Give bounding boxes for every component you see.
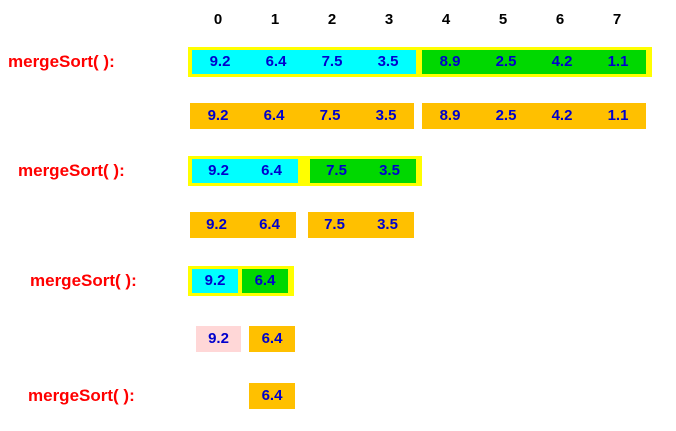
array-cell: 6.4 <box>261 162 282 179</box>
right-subarray: 6.4 <box>249 326 295 352</box>
left-subarray: 9.2 <box>196 326 241 352</box>
half-gap <box>298 171 310 172</box>
right-half-highlight: 8.9 2.5 4.2 1.1 <box>422 50 646 74</box>
array-cell: 6.4 <box>261 330 283 347</box>
array-cell: 3.5 <box>379 162 400 179</box>
array-cell: 7.5 <box>319 107 341 124</box>
column-index: 4 <box>441 11 451 28</box>
right-subarray: 7.5 3.5 <box>308 212 414 238</box>
array-cell: 7.5 <box>321 53 343 70</box>
array-row-subarrays-level0: 9.2 6.4 7.5 3.5 8.9 2.5 4.2 1.1 <box>190 103 646 129</box>
array-row-split-level0: 9.2 6.4 7.5 3.5 8.9 2.5 4.2 1.1 <box>188 47 652 77</box>
left-subarray: 9.2 6.4 <box>190 212 296 238</box>
array-cell: 3.5 <box>377 216 398 233</box>
array-cell: 6.4 <box>261 387 283 404</box>
array-cell: 6.4 <box>259 216 280 233</box>
array-cell: 4.2 <box>551 107 573 124</box>
array-cell: 8.9 <box>439 53 461 70</box>
array-cell: 8.9 <box>439 107 461 124</box>
array-cell: 7.5 <box>324 216 345 233</box>
array-cell: 4.2 <box>551 53 573 70</box>
column-index: 2 <box>327 11 337 28</box>
left-half-highlight: 9.2 <box>192 269 238 293</box>
array-cell: 9.2 <box>207 107 229 124</box>
array-row-split-level1: 9.2 6.4 7.5 3.5 <box>188 156 422 186</box>
left-subarray: 9.2 6.4 7.5 3.5 <box>190 103 414 129</box>
array-cell: 6.4 <box>263 107 285 124</box>
column-index: 5 <box>498 11 508 28</box>
left-half-highlight: 9.2 6.4 <box>192 159 298 183</box>
array-cell: 6.4 <box>254 272 276 289</box>
right-subarray: 8.9 2.5 4.2 1.1 <box>422 103 646 129</box>
right-half-highlight: 7.5 3.5 <box>310 159 416 183</box>
array-row-single-level3: 6.4 <box>249 383 295 409</box>
column-index: 7 <box>612 11 622 28</box>
array-cell: 9.2 <box>208 330 229 347</box>
subarray-gap <box>414 116 422 117</box>
mergesort-call-label: mergeSort( ): <box>30 271 137 290</box>
column-index: 3 <box>384 11 394 28</box>
array-cell: 1.1 <box>607 53 629 70</box>
subarray-gap <box>296 225 308 226</box>
mergesort-call-label: mergeSort( ): <box>18 161 125 180</box>
mergesort-call-label: mergeSort( ): <box>8 52 115 71</box>
subarray-gap <box>241 339 249 340</box>
array-row-subarrays-level2: 9.2 6.4 <box>196 326 295 352</box>
mergesort-call-label: mergeSort( ): <box>28 386 135 405</box>
column-index: 1 <box>270 11 280 28</box>
single-subarray: 6.4 <box>249 383 295 409</box>
array-cell: 9.2 <box>208 162 229 179</box>
left-half-highlight: 9.2 6.4 7.5 3.5 <box>192 50 416 74</box>
array-cell: 2.5 <box>495 107 517 124</box>
array-row-subarrays-level1: 9.2 6.4 7.5 3.5 <box>190 212 414 238</box>
array-cell: 7.5 <box>326 162 347 179</box>
column-index: 6 <box>555 11 565 28</box>
array-row-split-level2: 9.2 6.4 <box>188 266 294 296</box>
array-cell: 1.1 <box>607 107 629 124</box>
array-cell: 9.2 <box>204 272 226 289</box>
array-cell: 6.4 <box>265 53 287 70</box>
array-cell: 2.5 <box>495 53 517 70</box>
column-index: 0 <box>213 11 223 28</box>
array-cell: 9.2 <box>206 216 227 233</box>
array-cell: 3.5 <box>375 107 397 124</box>
array-cell: 9.2 <box>209 53 231 70</box>
right-half-highlight: 6.4 <box>242 269 288 293</box>
array-cell: 3.5 <box>377 53 399 70</box>
